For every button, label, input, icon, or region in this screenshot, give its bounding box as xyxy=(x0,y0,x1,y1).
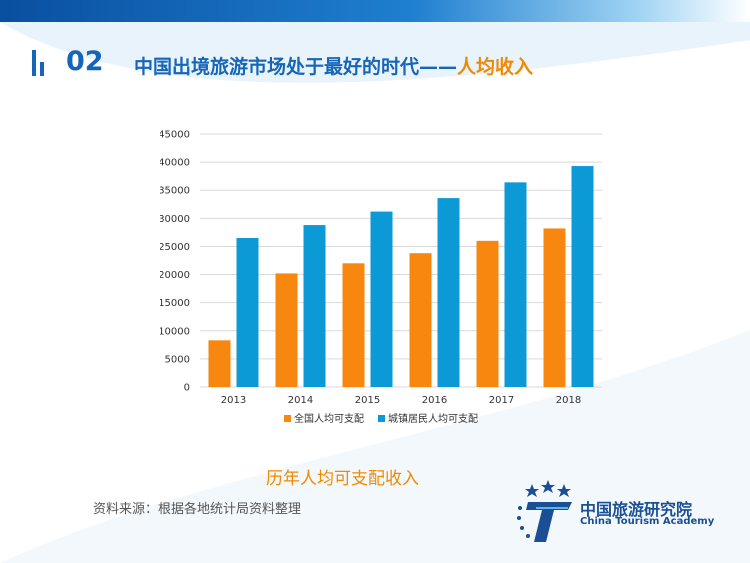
legend-label: 全国人均可支配 xyxy=(294,412,364,425)
y-tick-label: 30000 xyxy=(160,214,190,225)
chart-caption: 历年人均可支配收入 xyxy=(266,469,419,489)
y-tick-label: 35000 xyxy=(160,186,190,197)
y-tick-label: 15000 xyxy=(160,298,190,309)
section-number: 02 xyxy=(66,46,104,77)
x-tick-label: 2016 xyxy=(422,395,447,406)
bar-national xyxy=(476,240,499,387)
legend-swatch xyxy=(378,415,385,422)
y-tick-label: 5000 xyxy=(165,354,190,365)
y-tick-label: 20000 xyxy=(160,270,190,281)
income-bar-chart: 0 5000 10000 15000 20000 25000 30000 35000 40000… xyxy=(160,130,602,425)
x-tick-label: 2014 xyxy=(288,395,313,406)
top-banner xyxy=(0,0,750,22)
title-main: 中国出境旅游市场处于最好的时代—— xyxy=(134,56,458,78)
bar-urban xyxy=(437,198,460,387)
academy-logo: 中国旅游研究院 China Tourism Academy xyxy=(512,478,732,546)
bar-national xyxy=(342,263,365,387)
bar-urban xyxy=(236,238,259,387)
legend-label: 城镇居民人均可支配 xyxy=(388,412,478,425)
x-tick-label: 2013 xyxy=(221,395,246,406)
y-tick-label: 10000 xyxy=(160,326,190,337)
page-title: 中国出境旅游市场处于最好的时代——人均收入 xyxy=(134,52,533,79)
y-tick-label: 45000 xyxy=(160,130,190,141)
section-bars-icon xyxy=(32,50,44,76)
y-tick-label: 25000 xyxy=(160,242,190,253)
bar-national xyxy=(543,228,566,387)
logo-name-cn: 中国旅游研究院 xyxy=(580,500,693,519)
x-tick-label: 2017 xyxy=(489,395,514,406)
bar-national xyxy=(409,253,432,387)
legend-swatch xyxy=(284,415,291,422)
bar-urban xyxy=(370,211,393,387)
source-note: 资料来源：根据各地统计局资料整理 xyxy=(93,502,302,517)
bar-urban xyxy=(571,166,594,387)
title-highlight: 人均收入 xyxy=(457,56,534,78)
x-tick-label: 2015 xyxy=(355,395,380,406)
x-tick-label: 2018 xyxy=(556,395,581,406)
y-tick-label: 0 xyxy=(184,383,190,394)
bar-national xyxy=(208,340,231,387)
logo-name-en: China Tourism Academy xyxy=(580,516,715,527)
bar-urban xyxy=(504,182,527,387)
bar-urban xyxy=(303,225,326,387)
y-tick-label: 40000 xyxy=(160,158,190,169)
logo-emblem-icon xyxy=(517,480,572,542)
bar-national xyxy=(275,273,298,387)
